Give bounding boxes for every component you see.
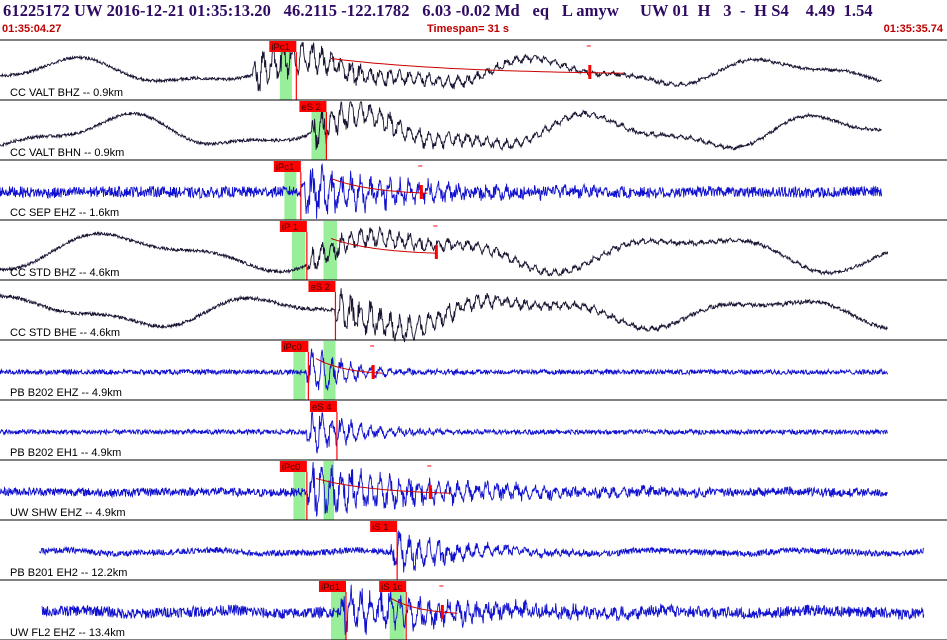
coda-curve — [330, 58, 623, 74]
waveform-line — [0, 41, 882, 92]
trace-label: CC STD BHE -- 4.6km — [10, 327, 120, 339]
trace-row: eS 2 CC STD BHE -- 4.6km — [0, 281, 947, 343]
trace-row: iPc1 CC SEP EHZ -- 1.6km — [0, 161, 947, 221]
coda-curve — [330, 178, 428, 194]
trace-row: iPd1 iS 1c UW FL2 EHZ -- 13.4km — [0, 581, 947, 640]
trace-label: PB B201 EH2 -- 12.2km — [10, 567, 127, 579]
coda-curve — [330, 238, 437, 254]
pick-flag — [308, 281, 336, 292]
pick-label: iPc1 — [271, 42, 289, 53]
header: 61225172 UW 2016-12-21 01:35:13.20 46.21… — [0, 0, 947, 40]
trace-label: CC STD BHZ -- 4.6km — [10, 267, 119, 279]
pick-flag — [269, 41, 297, 52]
pick-flag — [309, 401, 337, 412]
waveform-line — [0, 162, 883, 219]
pick-label: iPd1 — [321, 582, 340, 593]
timespan-label: Timespan= 31 s — [427, 23, 510, 35]
coda-marker — [588, 65, 592, 79]
trace-label: UW FL2 EHZ -- 13.4km — [10, 627, 125, 639]
pick-label: iS 1 — [372, 522, 388, 533]
coda-marker — [440, 605, 444, 619]
waveform-line — [0, 461, 889, 517]
trace-label: PB B202 EHZ -- 4.9km — [10, 387, 122, 399]
trace-row: iPc1 CC VALT BHZ -- 0.9km — [0, 41, 947, 101]
end-time: 01:35:35.74 — [883, 23, 943, 35]
trace-row: eS 2 CC VALT BHN -- 0.9km — [0, 101, 947, 161]
waveform-line — [38, 530, 925, 573]
analysis-window — [291, 221, 306, 280]
pick-label: eS 2 — [301, 102, 321, 113]
start-time: 01:35:04.27 — [2, 23, 62, 35]
pick-flag — [299, 101, 327, 112]
analysis-window — [293, 341, 306, 400]
pick-label: iS 1c — [381, 582, 402, 593]
analysis-window — [284, 161, 297, 220]
pick-label: iPc1 — [276, 162, 294, 173]
waveform-line — [0, 409, 889, 454]
waveform-line — [0, 101, 882, 152]
waveform-line — [0, 225, 889, 277]
waveform-line — [0, 288, 888, 343]
coda-marker — [434, 245, 438, 259]
coda-marker — [428, 485, 432, 499]
trace-row: iPc0 PB B202 EHZ -- 4.9km — [0, 341, 947, 401]
pick-flag — [370, 521, 398, 532]
coda-marker — [371, 365, 375, 379]
pick-flag — [281, 341, 309, 352]
pick-flag — [318, 581, 346, 592]
trace-row: eS 4 PB B202 EH1 -- 4.9km — [0, 401, 947, 461]
coda-curve — [315, 358, 383, 374]
trace-row: iS 1 PB B201 EH2 -- 12.2km — [0, 521, 947, 581]
pick-flag — [279, 221, 307, 232]
coda-curve — [390, 598, 458, 614]
pick-flag — [279, 461, 307, 472]
analysis-window — [279, 41, 292, 100]
pick-label: iP 1 — [282, 222, 298, 233]
pick-flag — [273, 161, 301, 172]
trace-label: PB B202 EH1 -- 4.9km — [10, 447, 121, 459]
trace-label: CC SEP EHZ -- 1.6km — [10, 207, 119, 219]
trace-row: iPc0 UW SHW EHZ -- 4.9km — [0, 461, 947, 521]
trace-label: CC VALT BHN -- 0.9km — [10, 147, 124, 159]
trace-label: UW SHW EHZ -- 4.9km — [10, 507, 126, 519]
pick-flag — [379, 581, 407, 592]
coda-marker — [419, 185, 423, 199]
analysis-window — [293, 461, 306, 520]
trace-label: CC VALT BHZ -- 0.9km — [10, 87, 123, 99]
event-title: 61225172 UW 2016-12-21 01:35:13.20 46.21… — [3, 1, 873, 20]
pick-label: iPc0 — [282, 462, 300, 473]
analysis-window — [323, 221, 338, 280]
trace-row: iP 1 CC STD BHZ -- 4.6km — [0, 221, 947, 281]
pick-label: iPc0 — [283, 342, 301, 353]
pick-label: eS 2 — [310, 282, 330, 293]
waveform-line — [41, 584, 925, 635]
waveform-line — [0, 348, 889, 391]
pick-label: eS 4 — [312, 402, 332, 413]
